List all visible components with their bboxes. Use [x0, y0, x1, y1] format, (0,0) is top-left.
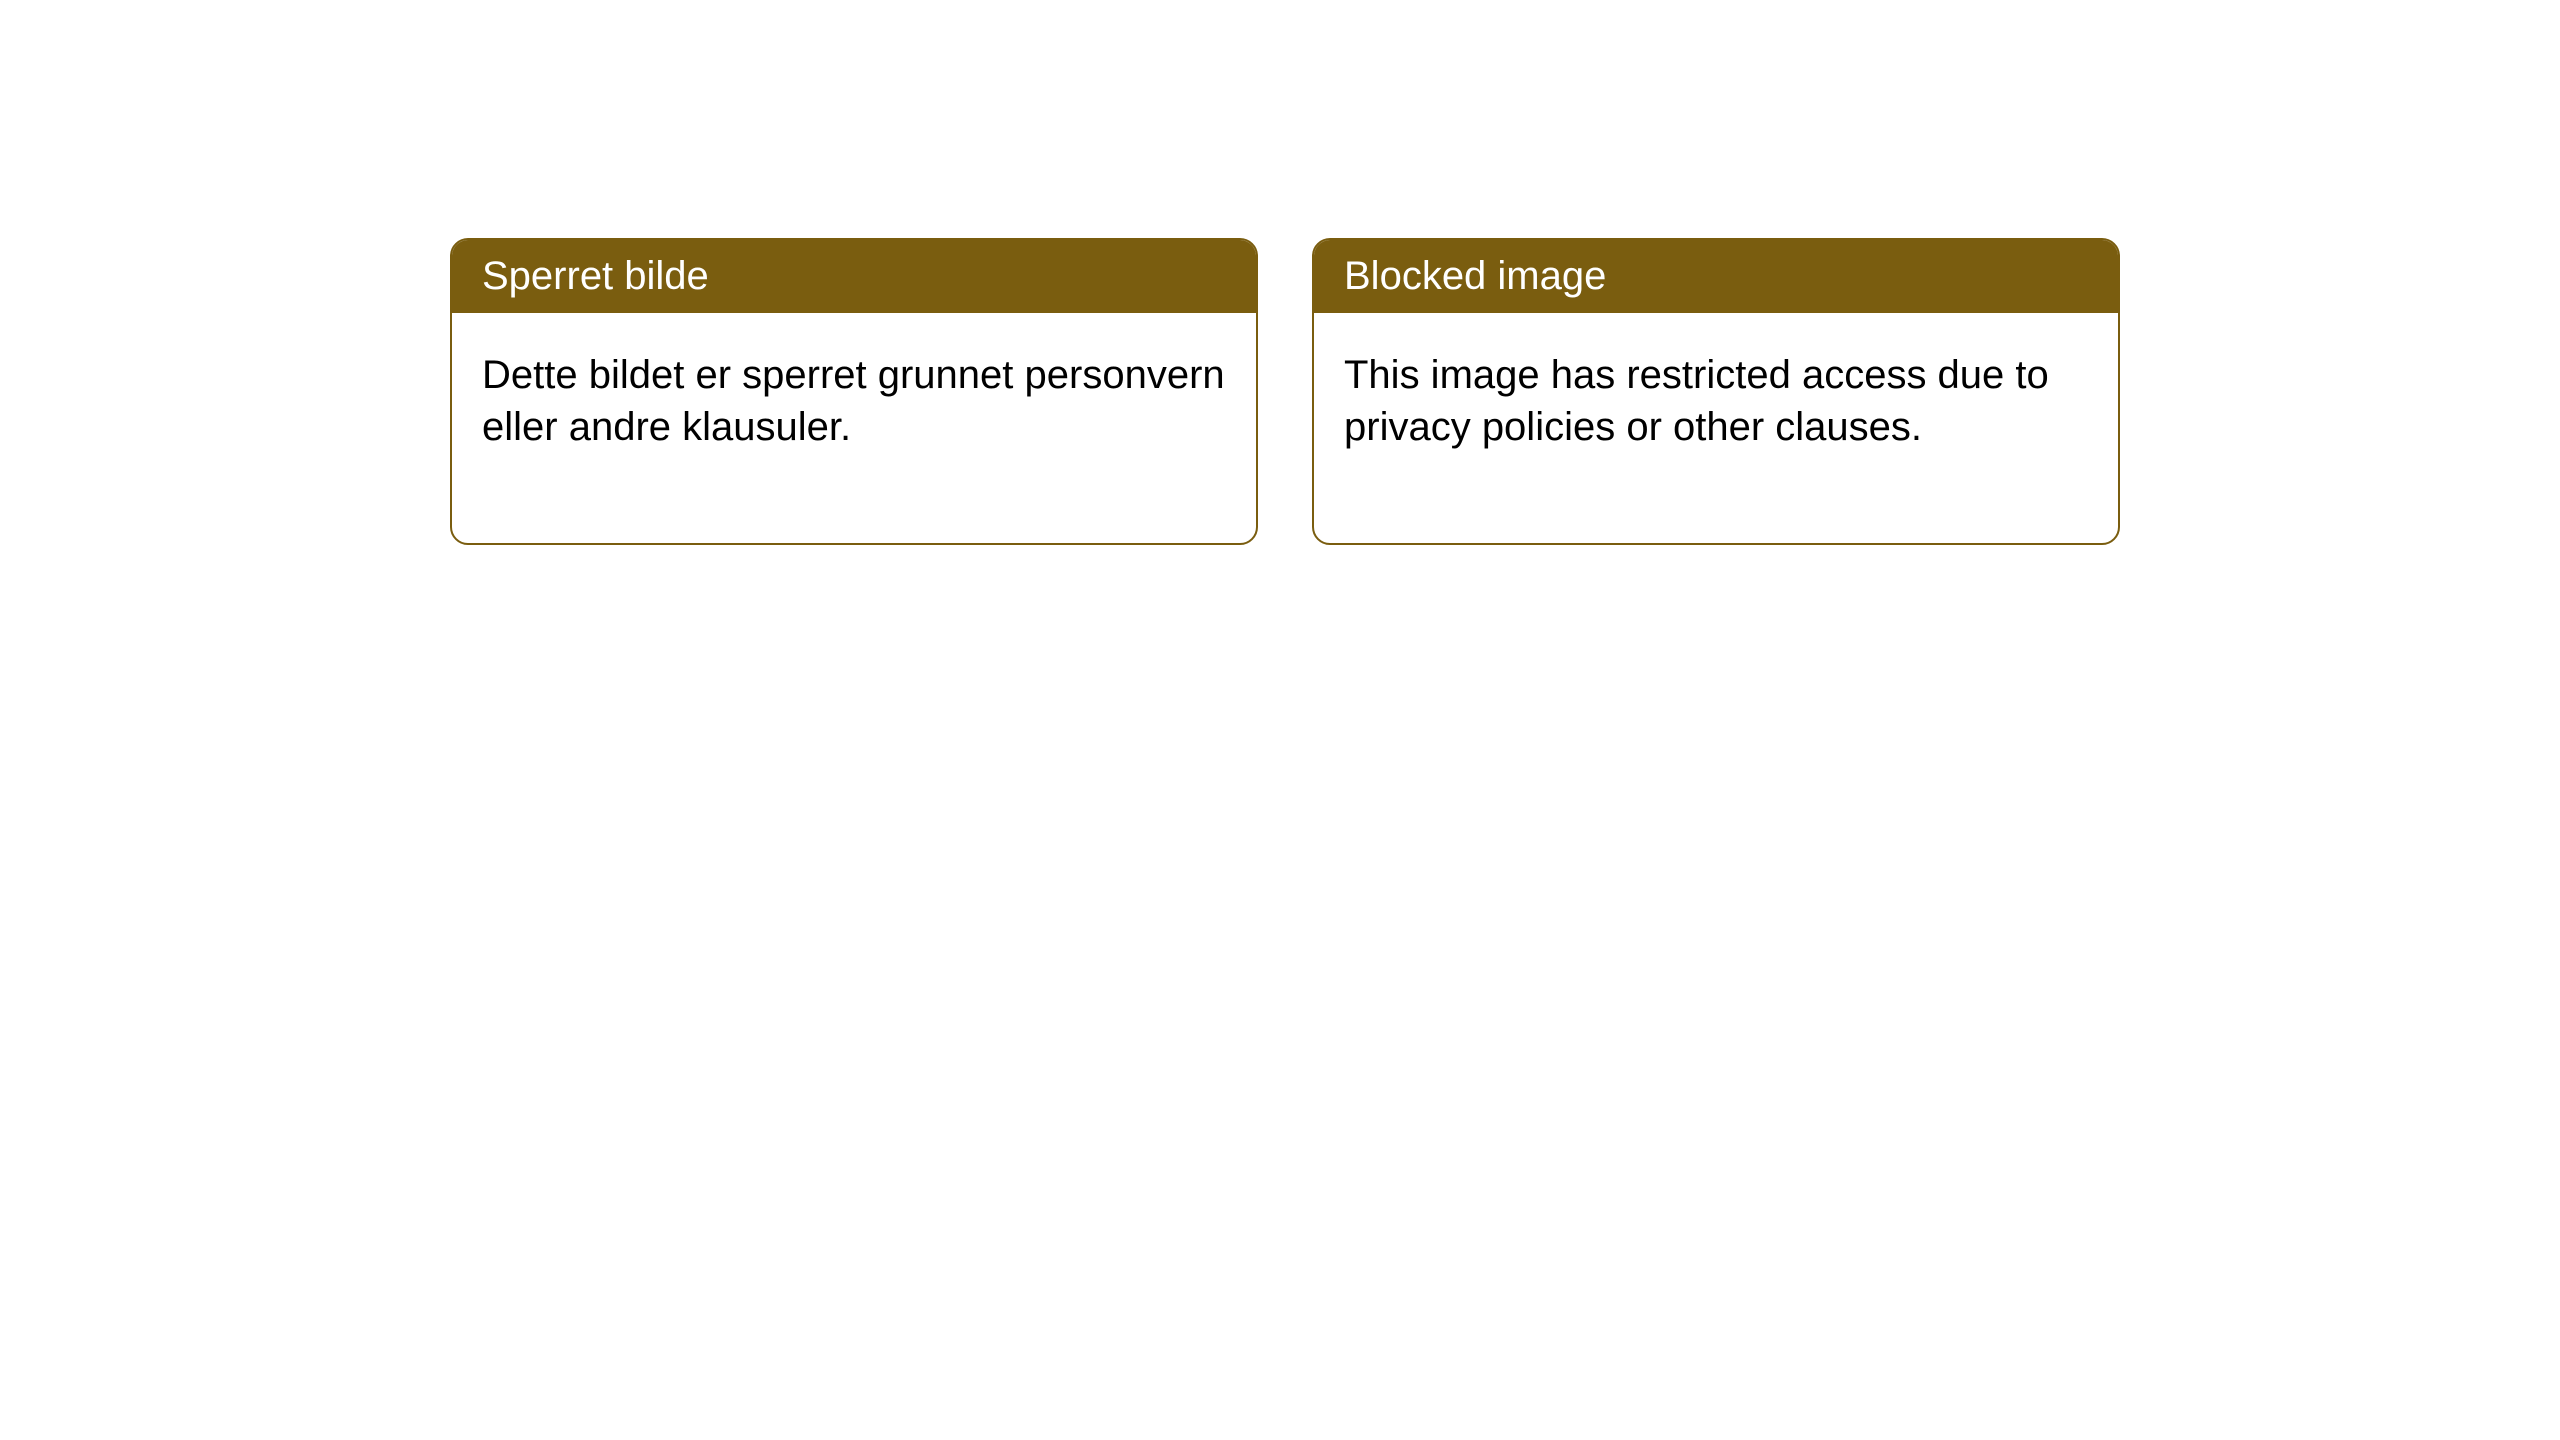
card-english: Blocked image This image has restricted … — [1312, 238, 2120, 545]
card-header: Blocked image — [1314, 240, 2118, 313]
card-header: Sperret bilde — [452, 240, 1256, 313]
card-title: Sperret bilde — [482, 254, 709, 298]
card-body: This image has restricted access due to … — [1314, 313, 2118, 543]
cards-container: Sperret bilde Dette bildet er sperret gr… — [0, 0, 2560, 545]
card-message: This image has restricted access due to … — [1344, 353, 2049, 449]
card-message: Dette bildet er sperret grunnet personve… — [482, 353, 1225, 449]
card-norwegian: Sperret bilde Dette bildet er sperret gr… — [450, 238, 1258, 545]
card-body: Dette bildet er sperret grunnet personve… — [452, 313, 1256, 543]
card-title: Blocked image — [1344, 254, 1606, 298]
